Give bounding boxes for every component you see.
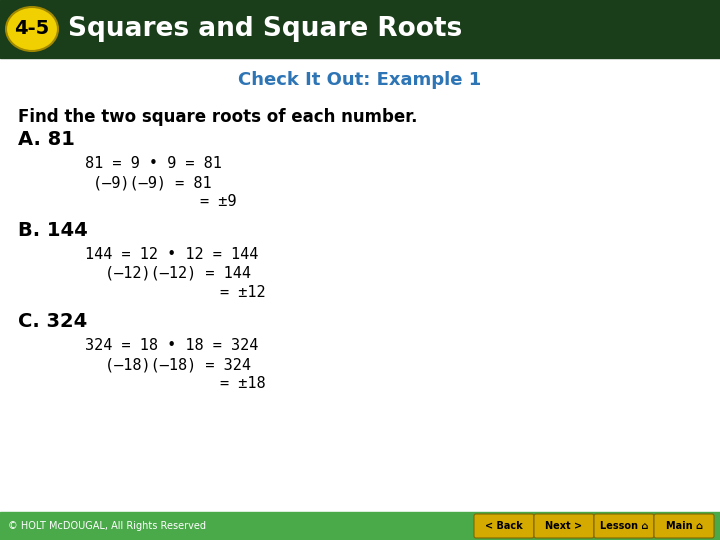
Text: Find the two square roots of each number.: Find the two square roots of each number… — [18, 108, 418, 126]
Ellipse shape — [6, 7, 58, 51]
Text: (–9)(–9) = 81: (–9)(–9) = 81 — [93, 175, 212, 190]
Text: Main ⌂: Main ⌂ — [665, 521, 703, 531]
Bar — [0, 0, 720, 58]
Text: A. 81: A. 81 — [18, 130, 75, 149]
Text: < Back: < Back — [485, 521, 523, 531]
Text: Check It Out: Example 1: Check It Out: Example 1 — [238, 71, 482, 89]
Text: (–12)(–12) = 144: (–12)(–12) = 144 — [105, 266, 251, 281]
Text: Lesson ⌂: Lesson ⌂ — [600, 521, 648, 531]
Text: (–18)(–18) = 324: (–18)(–18) = 324 — [105, 357, 251, 372]
Text: = ±18: = ±18 — [220, 376, 266, 391]
FancyBboxPatch shape — [654, 514, 714, 538]
Text: 324 = 18 • 18 = 324: 324 = 18 • 18 = 324 — [85, 338, 258, 353]
Text: Squares and Square Roots: Squares and Square Roots — [68, 16, 462, 42]
Text: B. 144: B. 144 — [18, 221, 88, 240]
Text: = ±9: = ±9 — [200, 194, 236, 209]
Text: 144 = 12 • 12 = 144: 144 = 12 • 12 = 144 — [85, 247, 258, 262]
FancyBboxPatch shape — [474, 514, 534, 538]
Text: = ±12: = ±12 — [220, 285, 266, 300]
Text: C. 324: C. 324 — [18, 312, 87, 331]
FancyBboxPatch shape — [594, 514, 654, 538]
Text: Next >: Next > — [546, 521, 582, 531]
FancyBboxPatch shape — [534, 514, 594, 538]
Text: 4-5: 4-5 — [14, 19, 50, 38]
Bar — [0, 512, 720, 540]
Text: 81 = 9 • 9 = 81: 81 = 9 • 9 = 81 — [85, 156, 222, 171]
Text: © HOLT McDOUGAL, All Rights Reserved: © HOLT McDOUGAL, All Rights Reserved — [8, 521, 206, 531]
